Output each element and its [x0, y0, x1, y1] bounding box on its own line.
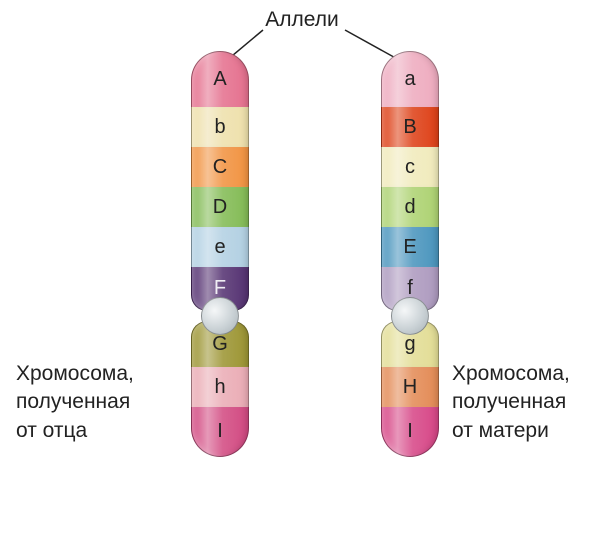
- allele-segment-A: A: [191, 51, 249, 107]
- caption-line: полученная: [452, 388, 570, 416]
- allele-segment-c: c: [381, 147, 439, 187]
- centromere: [201, 297, 239, 335]
- caption-line: от матери: [452, 417, 570, 445]
- allele-segment-h: h: [191, 367, 249, 407]
- allele-segment-H: H: [381, 367, 439, 407]
- allele-segment-e: e: [191, 227, 249, 267]
- leader-lines: [0, 0, 604, 533]
- mother-chromosome: aBcdEfgHI: [380, 50, 440, 458]
- allele-segment-B: B: [381, 107, 439, 147]
- father-caption: Хромосома,полученнаяот отца: [16, 360, 134, 445]
- allele-segment-C: C: [191, 147, 249, 187]
- allele-segment-d: d: [381, 187, 439, 227]
- allele-segment-I: I: [191, 407, 249, 457]
- allele-segment-b: b: [191, 107, 249, 147]
- allele-segment-a: a: [381, 51, 439, 107]
- mother-caption: Хромосома,полученнаяот матери: [452, 360, 570, 445]
- allele-segment-I: I: [381, 407, 439, 457]
- caption-line: от отца: [16, 417, 134, 445]
- caption-line: Хромосома,: [452, 360, 570, 388]
- allele-segment-D: D: [191, 187, 249, 227]
- allele-segment-E: E: [381, 227, 439, 267]
- diagram-title: Аллели: [0, 8, 604, 32]
- caption-line: Хромосома,: [16, 360, 134, 388]
- father-chromosome: AbCDeFGhI: [190, 50, 250, 458]
- centromere: [391, 297, 429, 335]
- caption-line: полученная: [16, 388, 134, 416]
